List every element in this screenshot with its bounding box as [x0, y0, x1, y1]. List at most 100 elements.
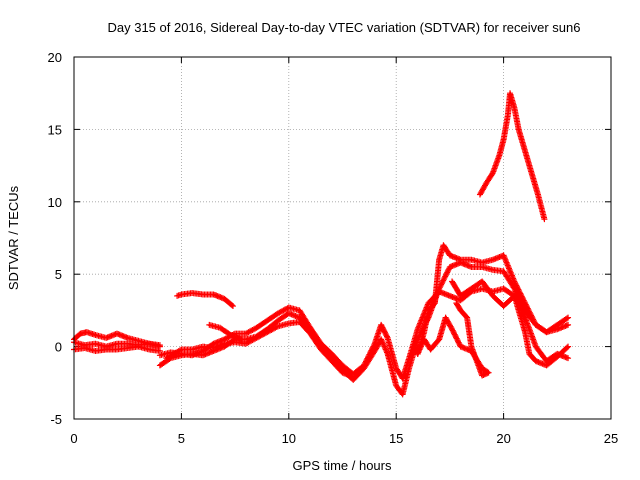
data-point-interp [522, 301, 529, 308]
data-point-interp [524, 305, 531, 312]
data-point-interp [380, 325, 387, 332]
data-point-interp [525, 306, 532, 313]
data-point-interp [521, 298, 528, 305]
data-point-interp [520, 296, 527, 303]
data-point-interp [454, 301, 461, 308]
data-point [511, 278, 518, 285]
data-point-interp [370, 343, 377, 350]
data-point-interp [563, 315, 570, 322]
data-point-interp [519, 294, 526, 301]
data-point-interp [177, 347, 184, 354]
data-point-interp [361, 361, 368, 368]
data-point-interp [273, 324, 280, 331]
data-point-interp [514, 283, 521, 290]
data-point-interp [367, 348, 374, 355]
data-point-interp [442, 273, 449, 280]
data-point-interp [451, 331, 458, 338]
data-point-interp [530, 317, 537, 324]
y-tick-label: 20 [48, 50, 62, 65]
x-axis-label: GPS time / hours [293, 458, 392, 473]
data-point-interp [369, 344, 376, 351]
data-point-interp [516, 287, 523, 294]
y-tick-label: 15 [48, 122, 62, 137]
data-point-interp [528, 312, 535, 319]
data-point [360, 362, 367, 369]
data-point-interp [521, 313, 528, 320]
data-point-interp [452, 332, 459, 339]
data-point-interp [563, 344, 570, 351]
data-point [229, 303, 236, 310]
data-point-interp [531, 319, 538, 326]
plot-frame [73, 56, 612, 420]
chart-title: Day 315 of 2016, Sidereal Day-to-day VTE… [107, 20, 580, 35]
x-tick-label: 0 [70, 431, 77, 446]
data-point-interp [381, 328, 388, 335]
data-point-interp [453, 335, 460, 342]
data-point-interp [527, 311, 534, 318]
data-point [449, 326, 456, 333]
data-point-interp [515, 286, 522, 293]
x-tick-label: 10 [282, 431, 296, 446]
data-point-interp [518, 292, 525, 299]
data-point-interp [383, 333, 390, 340]
data-point-interp [383, 332, 390, 339]
data-point-interp [449, 327, 456, 334]
data-point-interp [367, 350, 374, 357]
y-tick-label: 0 [55, 340, 62, 355]
data-point-interp [518, 293, 525, 300]
data-point-interp [368, 347, 375, 354]
data-markers [71, 90, 572, 398]
data-point-interp [516, 289, 523, 296]
data-point-interp [529, 315, 536, 322]
data-point [238, 336, 245, 343]
data-point-interp [530, 316, 537, 323]
data-point-interp [228, 302, 235, 309]
data-point-interp [517, 290, 524, 297]
data-point-interp [365, 354, 372, 361]
data-point-interp [520, 311, 527, 318]
data-point [378, 321, 385, 328]
data-point-interp [445, 266, 452, 273]
data-point [565, 355, 572, 362]
data-point-interp [454, 336, 461, 343]
y-tick-label: -5 [50, 412, 62, 427]
data-point-interp [512, 279, 519, 286]
data-point-interp [441, 274, 448, 281]
data-point-interp [455, 339, 462, 346]
data-point-interp [365, 352, 372, 359]
data-point-interp [453, 334, 460, 341]
data-point-interp [489, 171, 496, 178]
data-point-interp [439, 278, 446, 285]
data-point-interp [443, 270, 450, 277]
data-point-interp [450, 328, 457, 335]
data-point-interp [363, 356, 370, 363]
data-point-interp [513, 282, 520, 289]
data-point-interp [362, 358, 369, 365]
data-point [565, 314, 572, 321]
data-point [156, 343, 163, 350]
data-point [541, 216, 548, 223]
data-point-interp [526, 308, 533, 315]
data-point-interp [442, 272, 449, 279]
data-point-interp [382, 329, 389, 336]
axis-ticks: 0 5 10 15 20 25 -5 0 5 10 15 20 [48, 50, 619, 446]
data-point-interp [378, 323, 385, 330]
data-point [565, 343, 572, 350]
data-point [522, 300, 529, 307]
x-tick-label: 5 [178, 431, 185, 446]
data-point-interp [364, 355, 371, 362]
data-point-interp [440, 277, 447, 284]
data-point-interp [454, 338, 461, 345]
x-tick-label: 20 [496, 431, 510, 446]
data-point-interp [380, 327, 387, 334]
x-tick-label: 25 [604, 431, 618, 446]
data-point-interp [369, 346, 376, 353]
data-point-interp [451, 330, 458, 337]
data-point-interp [528, 313, 535, 320]
data-point [453, 300, 460, 307]
data-point-interp [520, 297, 527, 304]
data-point-interp [523, 302, 530, 309]
x-tick-label: 15 [389, 431, 403, 446]
data-point [565, 321, 572, 328]
